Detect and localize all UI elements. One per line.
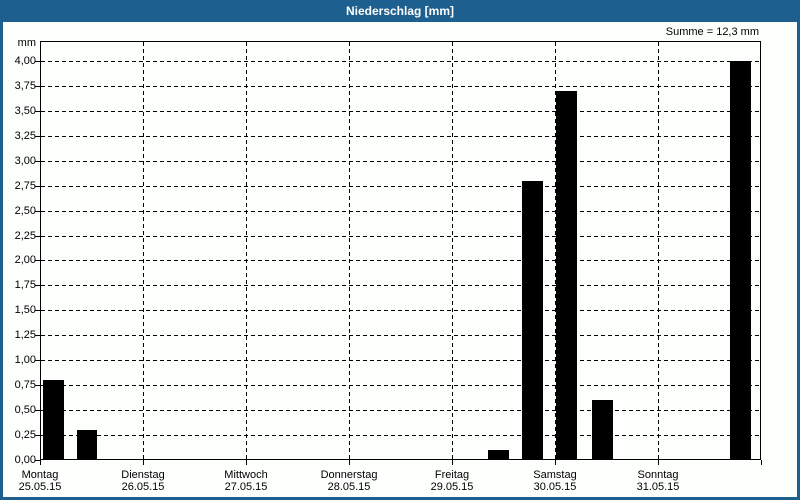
y-tick xyxy=(35,136,40,137)
x-grid-line xyxy=(143,42,144,459)
y-tick xyxy=(35,161,40,162)
y-grid-line xyxy=(41,86,760,87)
y-tick xyxy=(35,260,40,261)
y-tick xyxy=(35,111,40,112)
x-tick xyxy=(40,460,41,465)
y-tick xyxy=(35,360,40,361)
x-day-label: Montag 25.05.15 xyxy=(0,469,92,493)
day-name: Sonntag xyxy=(637,469,679,481)
y-tick-label: 1,00 xyxy=(14,354,36,366)
x-grid-line xyxy=(349,42,350,459)
y-tick xyxy=(35,211,40,212)
y-tick-label: 1,75 xyxy=(14,279,36,291)
y-tick xyxy=(35,186,40,187)
window-title-bar: Niederschlag [mm] xyxy=(0,0,800,22)
x-day-label: Donnerstag 28.05.15 xyxy=(297,469,401,493)
x-grid-line xyxy=(452,42,453,459)
x-grid-line xyxy=(555,42,556,459)
precipitation-bar xyxy=(556,91,577,459)
y-tick xyxy=(35,410,40,411)
y-grid-line xyxy=(41,410,760,411)
day-date: 27.05.15 xyxy=(224,481,268,493)
y-tick-label: 3,25 xyxy=(14,130,36,142)
y-grid-line xyxy=(41,61,760,62)
y-grid-line xyxy=(41,360,760,361)
y-grid-line xyxy=(41,285,760,286)
y-tick xyxy=(35,435,40,436)
day-date: 26.05.15 xyxy=(121,481,165,493)
y-tick-label: 2,50 xyxy=(14,205,36,217)
y-tick-label: 2,75 xyxy=(14,180,36,192)
x-grid-line xyxy=(246,42,247,459)
x-day-label: Sonntag 31.05.15 xyxy=(606,469,710,493)
y-tick-label: 3,75 xyxy=(14,80,36,92)
x-day-label: Freitag 29.05.15 xyxy=(400,469,504,493)
x-day-label: Samstag 30.05.15 xyxy=(503,469,607,493)
precipitation-bar xyxy=(77,430,97,459)
y-grid-line xyxy=(41,236,760,237)
y-tick xyxy=(35,385,40,386)
day-name: Donnerstag xyxy=(320,469,378,481)
y-tick xyxy=(35,236,40,237)
plot-area xyxy=(40,41,761,460)
y-tick-label: 2,00 xyxy=(14,254,36,266)
y-grid-line xyxy=(41,385,760,386)
precipitation-bar xyxy=(488,450,509,459)
x-day-label: Dienstag 26.05.15 xyxy=(91,469,195,493)
y-axis-unit-label: mm xyxy=(17,37,36,49)
day-name: Dienstag xyxy=(121,469,165,481)
y-tick-label: 4,00 xyxy=(14,55,36,67)
day-date: 30.05.15 xyxy=(533,481,577,493)
y-grid-line xyxy=(41,136,760,137)
y-tick-label: 0,00 xyxy=(14,454,36,466)
y-grid-line xyxy=(41,435,760,436)
day-name: Montag xyxy=(21,469,59,481)
precipitation-bar xyxy=(522,181,543,459)
precipitation-bar xyxy=(592,400,613,459)
y-grid-line xyxy=(41,260,760,261)
x-tick xyxy=(761,460,762,465)
y-tick xyxy=(35,285,40,286)
day-date: 29.05.15 xyxy=(430,481,474,493)
x-day-label: Mittwoch 27.05.15 xyxy=(194,469,298,493)
y-grid-line xyxy=(41,111,760,112)
x-tick xyxy=(246,460,247,465)
day-name: Samstag xyxy=(533,469,577,481)
sum-label: Summe = 12,3 mm xyxy=(665,26,759,38)
y-grid-line xyxy=(41,335,760,336)
y-tick xyxy=(35,310,40,311)
y-tick-label: 1,25 xyxy=(14,329,36,341)
y-grid-line xyxy=(41,211,760,212)
y-tick xyxy=(35,86,40,87)
page-title: Niederschlag [mm] xyxy=(345,4,455,18)
y-tick-label: 2,25 xyxy=(14,230,36,242)
day-date: 28.05.15 xyxy=(327,481,371,493)
y-tick xyxy=(35,460,40,461)
x-grid-line xyxy=(658,42,659,459)
y-grid-line xyxy=(41,186,760,187)
y-tick-label: 1,50 xyxy=(14,304,36,316)
x-tick xyxy=(658,460,659,465)
precipitation-bar xyxy=(43,380,64,459)
x-tick xyxy=(349,460,350,465)
x-tick xyxy=(555,460,556,465)
x-tick xyxy=(452,460,453,465)
y-tick-label: 3,50 xyxy=(14,105,36,117)
y-tick xyxy=(35,61,40,62)
y-tick xyxy=(35,335,40,336)
day-date: 31.05.15 xyxy=(636,481,680,493)
y-grid-line xyxy=(41,161,760,162)
day-name: Mittwoch xyxy=(224,469,268,481)
day-date: 25.05.15 xyxy=(18,481,62,493)
y-tick-label: 0,25 xyxy=(14,429,36,441)
y-tick-label: 3,00 xyxy=(14,155,36,167)
day-name: Freitag xyxy=(434,469,470,481)
y-grid-line xyxy=(41,310,760,311)
precipitation-bar xyxy=(730,61,751,459)
y-tick-label: 0,50 xyxy=(14,404,36,416)
x-tick xyxy=(143,460,144,465)
y-tick-label: 0,75 xyxy=(14,379,36,391)
